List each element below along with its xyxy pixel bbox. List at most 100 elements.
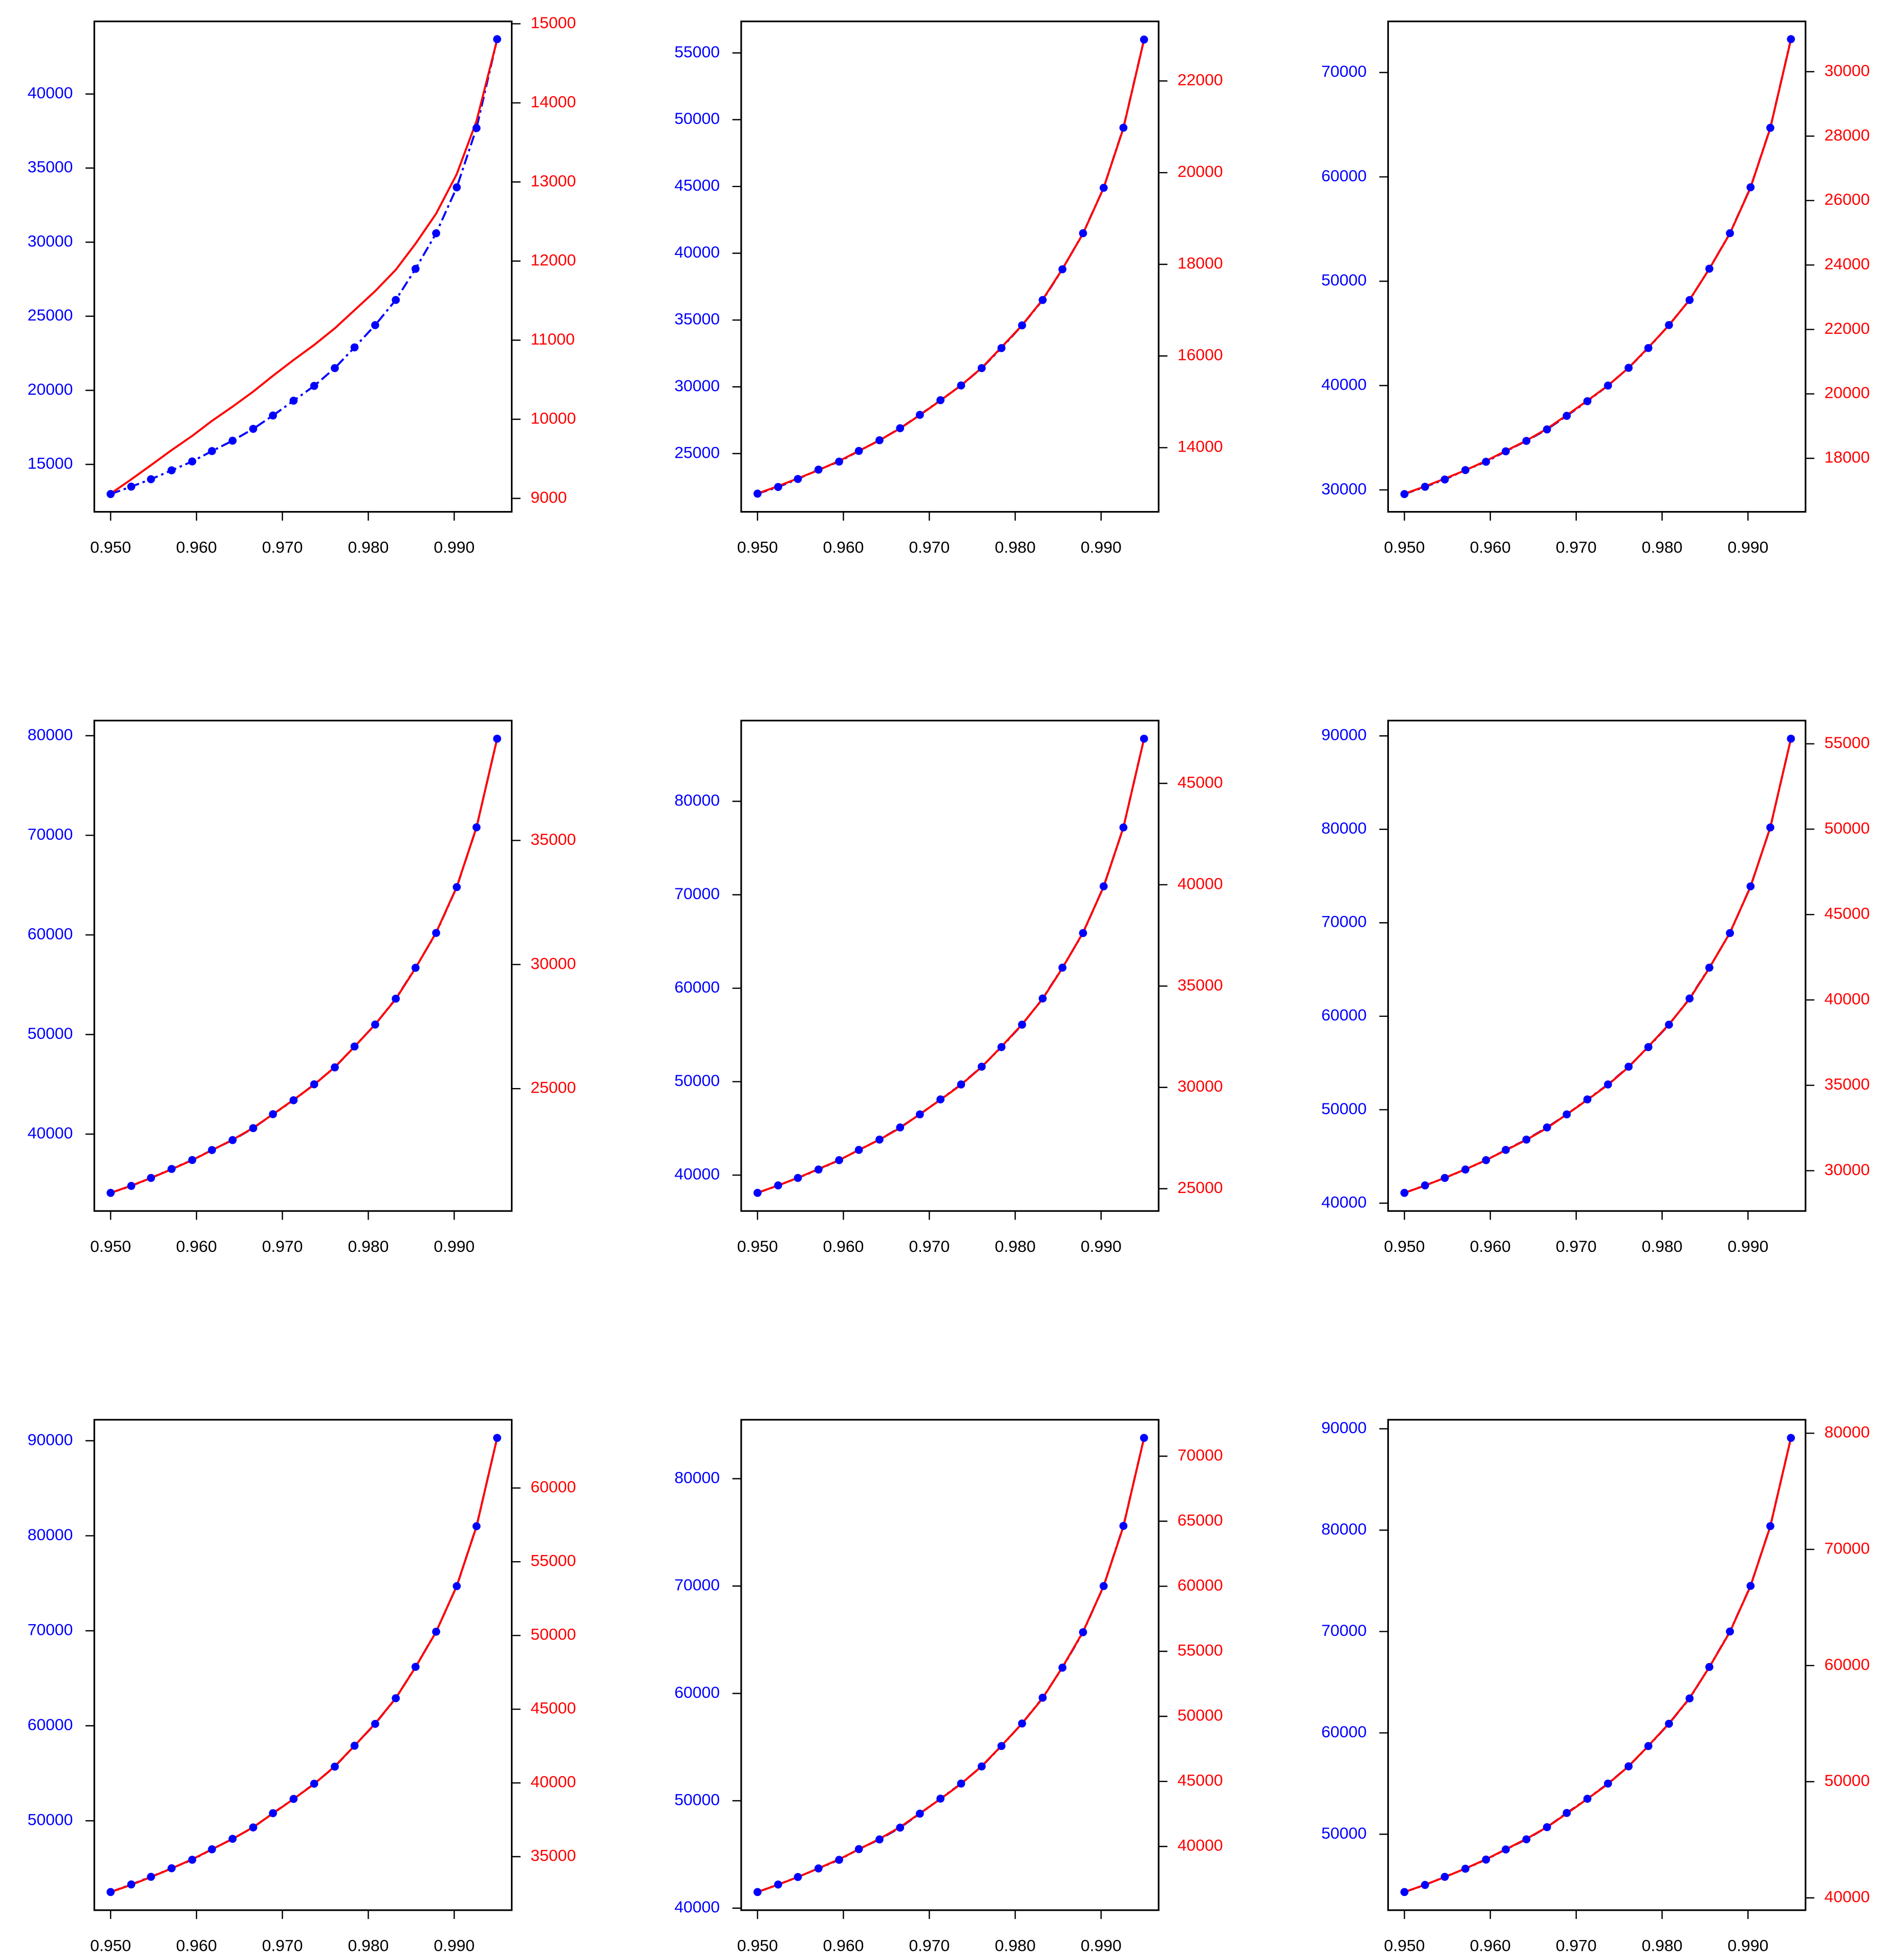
data-point xyxy=(127,1880,136,1889)
data-point xyxy=(835,1856,843,1864)
data-point xyxy=(1502,447,1510,456)
series-line xyxy=(1404,1437,1792,1893)
y-tick-label: 35000 xyxy=(28,158,73,176)
data-point xyxy=(1038,994,1047,1003)
data-point xyxy=(1542,425,1551,434)
data-point xyxy=(392,295,400,304)
data-point xyxy=(794,1174,802,1182)
data-point xyxy=(835,457,843,466)
data-point xyxy=(1644,344,1653,352)
data-point xyxy=(147,1174,155,1182)
data-point xyxy=(167,1165,176,1173)
data-point xyxy=(1058,964,1067,972)
plot-frame xyxy=(1387,719,1807,1212)
data-point xyxy=(1726,929,1734,938)
series-line xyxy=(110,1437,498,1893)
y2-tick-label: 50000 xyxy=(1825,819,1870,837)
data-point xyxy=(977,364,986,372)
data-point xyxy=(188,1156,197,1164)
y-tick-label: 25000 xyxy=(28,306,73,324)
y2-tick-label: 60000 xyxy=(530,1478,576,1496)
data-point xyxy=(1766,123,1774,132)
y-tick-label: 70000 xyxy=(674,884,720,903)
data-point xyxy=(1018,1020,1026,1029)
series-line xyxy=(757,738,1145,1194)
x-tick-label: 0.980 xyxy=(995,1936,1036,1954)
data-point xyxy=(1461,1165,1470,1174)
data-point xyxy=(977,1062,986,1071)
y2-tick-label: 50000 xyxy=(1177,1706,1223,1724)
y-tick-label: 70000 xyxy=(674,1575,720,1594)
x-tick-label: 0.990 xyxy=(434,1237,475,1255)
data-point xyxy=(774,1181,782,1190)
y-tick-label: 50000 xyxy=(674,1790,720,1808)
y-tick-label: 50000 xyxy=(1321,1824,1367,1842)
data-point xyxy=(127,482,136,491)
x-tick-label: 0.990 xyxy=(1081,538,1122,556)
data-point xyxy=(188,1856,197,1864)
series-line xyxy=(1404,39,1792,495)
y2-tick-label: 18000 xyxy=(1825,448,1870,466)
y-tick-label: 90000 xyxy=(28,1430,73,1448)
y2-tick-label: 15000 xyxy=(530,13,576,32)
data-point xyxy=(1562,1808,1571,1817)
y-tick-label: 70000 xyxy=(1321,912,1367,931)
y-tick-label: 80000 xyxy=(1321,819,1367,837)
data-point xyxy=(1644,1043,1653,1051)
data-point xyxy=(310,381,318,390)
data-point xyxy=(1562,1110,1571,1119)
y-tick-label: 40000 xyxy=(674,1898,720,1916)
data-point xyxy=(1461,466,1470,474)
data-point xyxy=(269,1809,277,1818)
data-point xyxy=(1562,412,1571,420)
data-point xyxy=(1583,1795,1592,1803)
y2-tick-label: 45000 xyxy=(1177,1771,1223,1789)
plot-frame xyxy=(93,719,513,1212)
y-tick-label: 30000 xyxy=(674,376,720,395)
series-line xyxy=(757,1437,1145,1893)
y-tick-label: 40000 xyxy=(674,1165,720,1183)
data-point xyxy=(1140,1434,1148,1442)
data-point xyxy=(228,436,237,445)
data-point xyxy=(249,1124,258,1133)
data-point xyxy=(936,396,945,404)
data-point xyxy=(896,424,905,433)
y2-tick-label: 30000 xyxy=(530,954,576,972)
data-point xyxy=(331,364,339,372)
data-point xyxy=(1079,1628,1087,1636)
data-point xyxy=(472,1522,481,1530)
data-point xyxy=(1079,929,1087,938)
data-point xyxy=(167,466,176,475)
data-point xyxy=(1522,437,1531,445)
data-point xyxy=(1766,1522,1774,1530)
x-tick-label: 0.960 xyxy=(823,538,864,556)
data-point xyxy=(1038,296,1047,304)
y-tick-label: 60000 xyxy=(674,977,720,996)
data-point xyxy=(1766,823,1774,832)
data-point xyxy=(1119,823,1128,832)
data-point xyxy=(1140,35,1148,44)
y-tick-label: 60000 xyxy=(1321,166,1367,185)
data-point xyxy=(1685,296,1694,304)
y-tick-label: 30000 xyxy=(28,231,73,250)
data-point xyxy=(432,929,440,937)
data-point xyxy=(208,447,216,455)
y-tick-label: 40000 xyxy=(28,1123,73,1142)
x-tick-label: 0.970 xyxy=(262,1936,303,1954)
data-point xyxy=(997,344,1006,352)
data-point xyxy=(188,457,197,466)
x-tick-label: 0.970 xyxy=(909,538,950,556)
x-tick-label: 0.950 xyxy=(90,538,131,556)
y2-tick-label: 26000 xyxy=(1825,190,1870,208)
y2-tick-label: 20000 xyxy=(1177,162,1223,181)
panel: 0.950 0.960 0.970 0.980 0.990 50000 60000 70000… xyxy=(28,1419,576,1954)
data-point xyxy=(854,1145,863,1154)
y2-tick-label: 45000 xyxy=(530,1699,576,1717)
x-tick-label: 0.980 xyxy=(995,1237,1036,1255)
data-point xyxy=(1140,734,1148,743)
data-point xyxy=(167,1864,176,1872)
data-point xyxy=(411,1663,420,1671)
data-point xyxy=(249,1823,258,1831)
